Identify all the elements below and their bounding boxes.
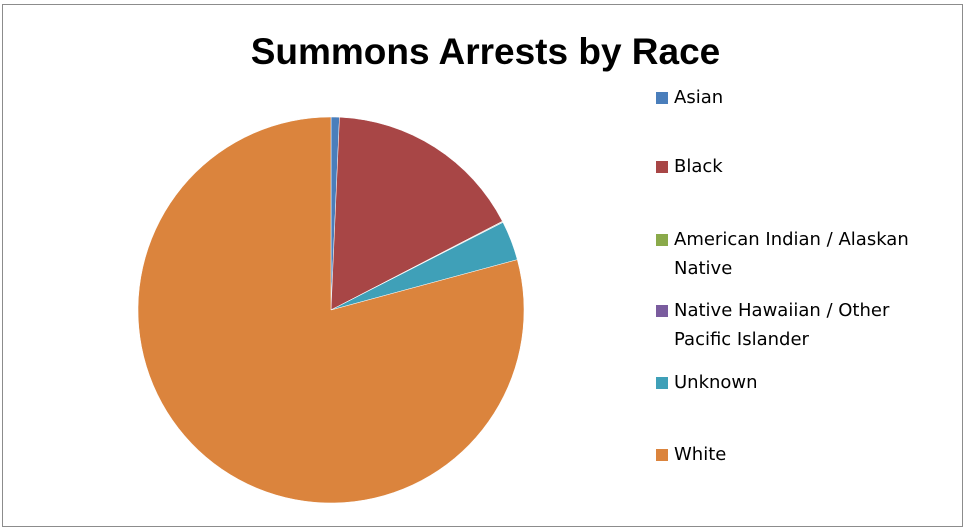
legend-item-black: Black — [656, 152, 944, 181]
chart-title: Summons Arrests by Race — [250, 31, 721, 72]
legend-swatch-native-hawaiian — [656, 305, 668, 317]
legend-swatch-american-indian — [656, 234, 668, 246]
legend-swatch-black — [656, 161, 668, 173]
legend-label-american-indian: American Indian / Alaskan Native — [674, 229, 909, 279]
legend-swatch-asian — [656, 92, 668, 104]
pie-slice-black — [330, 116, 503, 311]
legend-label-white: White — [674, 444, 727, 465]
legend-item-american-indian: American Indian / Alaskan Native — [656, 225, 944, 283]
pie-slice-white — [137, 116, 525, 504]
legend-item-asian: Asian — [656, 83, 944, 112]
legend-swatch-white — [656, 449, 668, 461]
legend-label-unknown: Unknown — [674, 372, 758, 393]
legend-swatch-unknown — [656, 377, 668, 389]
legend-item-native-hawaiian: Native Hawaiian / Other Pacific Islander — [656, 296, 944, 354]
legend-label-asian: Asian — [674, 87, 724, 108]
legend-label-black: Black — [674, 156, 723, 177]
legend-item-white: White — [656, 440, 944, 469]
legend-item-unknown: Unknown — [656, 368, 944, 397]
legend-label-native-hawaiian: Native Hawaiian / Other Pacific Islander — [674, 300, 890, 350]
